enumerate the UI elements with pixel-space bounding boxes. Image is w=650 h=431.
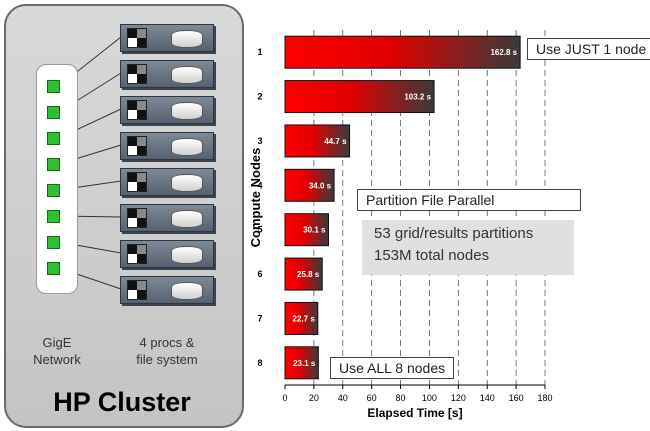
- bar-value-label: 162.8 s: [490, 48, 517, 57]
- x-tick-label: 20: [309, 393, 319, 403]
- bar: [284, 35, 521, 69]
- compute-node: [120, 240, 214, 268]
- bar-value-label: 30.1 s: [303, 226, 326, 235]
- chart-bars: 162.8 s 103.2 s 44.7 s 34.0 s 30.1 s 25.8 s 22…: [284, 35, 521, 380]
- x-tick-label: 100: [422, 393, 437, 403]
- y-axis-label: Compute Nodes: [248, 148, 263, 248]
- cluster-panel: GigE Network 4 procs & file system HP Cl…: [4, 4, 244, 428]
- x-tick-label: 80: [396, 393, 406, 403]
- y-tick-label: 1: [257, 47, 262, 57]
- bar: [284, 213, 329, 247]
- compute-node: [120, 24, 214, 52]
- processor-icon: [127, 208, 147, 228]
- disk-icon: [171, 174, 203, 192]
- compute-node: [120, 60, 214, 88]
- processor-icon: [127, 64, 147, 84]
- y-tick-label: 5: [257, 225, 262, 235]
- switch-port: [47, 106, 60, 119]
- network-label-line1: GigE: [42, 335, 72, 350]
- switch-port: [47, 132, 60, 145]
- x-tick-label: 60: [367, 393, 377, 403]
- callout-partition: Partition File Parallel: [357, 189, 581, 211]
- bar: [284, 346, 319, 380]
- y-tick-label: 4: [257, 180, 262, 190]
- bar: [284, 80, 435, 114]
- disk-icon: [171, 246, 203, 264]
- y-tick-label: 2: [257, 92, 262, 102]
- switch-port: [47, 158, 60, 171]
- processor-icon: [127, 244, 147, 264]
- bar-value-label: 23.1 s: [293, 359, 316, 368]
- callout-all-nodes: Use ALL 8 nodes: [330, 357, 455, 379]
- x-tick-label: 0: [282, 393, 287, 403]
- partition-info-box: 53 grid/results partitions 153M total no…: [362, 220, 574, 275]
- compute-node: [120, 204, 214, 232]
- procs-label-line1: 4 procs &: [139, 335, 195, 350]
- y-tick-label: 7: [257, 313, 262, 323]
- compute-node: [120, 96, 214, 124]
- processor-icon: [127, 100, 147, 120]
- disk-icon: [171, 102, 203, 120]
- y-tick-label: 3: [257, 136, 262, 146]
- bar: [284, 168, 335, 202]
- y-tick-labels: 1 2 3 4 5 6 7 8: [257, 47, 262, 368]
- bar-value-label: 103.2 s: [404, 93, 431, 102]
- x-axis-label: Elapsed Time [s]: [367, 406, 462, 420]
- compute-node: [120, 132, 214, 160]
- bar-value-label: 25.8 s: [297, 270, 320, 279]
- bar-value-label: 22.7 s: [293, 314, 316, 323]
- y-tick-label: 8: [257, 358, 262, 368]
- bar-value-label: 34.0 s: [309, 181, 332, 190]
- callout-one-node: Use JUST 1 node: [527, 38, 650, 60]
- bar: [284, 124, 351, 158]
- x-tick-label: 120: [451, 393, 466, 403]
- switch-port: [47, 262, 60, 275]
- procs-label-line2: file system: [136, 352, 198, 367]
- compute-node: [120, 168, 214, 196]
- cluster-title: HP Cluster: [53, 387, 191, 417]
- network-switch: [36, 64, 78, 294]
- processor-icon: [127, 136, 147, 156]
- network-label-line2: Network: [33, 352, 81, 367]
- processor-icon: [127, 172, 147, 192]
- switch-port: [47, 236, 60, 249]
- bar: [284, 257, 323, 291]
- network-label: GigE Network: [22, 334, 92, 368]
- processor-icon: [127, 28, 147, 48]
- info-line-nodes: 153M total nodes: [374, 247, 490, 264]
- switch-port: [47, 210, 60, 223]
- disk-icon: [171, 210, 203, 228]
- x-tick-labels: 0 20 40 60 80 100 120 140 160 180: [282, 385, 553, 403]
- x-tick-label: 140: [480, 393, 495, 403]
- disk-icon: [171, 30, 203, 48]
- disk-icon: [171, 282, 203, 300]
- compute-node: [120, 276, 214, 304]
- disk-icon: [171, 66, 203, 84]
- switch-port: [47, 80, 60, 93]
- bar-value-label: 44.7 s: [324, 137, 347, 146]
- procs-label: 4 procs & file system: [112, 334, 222, 368]
- processor-icon: [127, 280, 147, 300]
- bar: [284, 301, 319, 335]
- switch-port: [47, 184, 60, 197]
- disk-icon: [171, 138, 203, 156]
- y-tick-label: 6: [257, 269, 262, 279]
- x-tick-label: 40: [338, 393, 348, 403]
- x-tick-label: 180: [537, 393, 552, 403]
- x-tick-label: 160: [509, 393, 524, 403]
- info-line-partitions: 53 grid/results partitions: [374, 225, 534, 242]
